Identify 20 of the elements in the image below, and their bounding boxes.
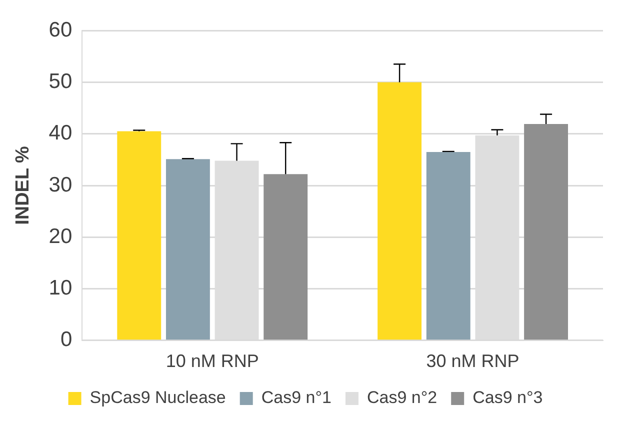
- bar: [117, 131, 162, 340]
- y-tick-label: 30: [48, 173, 72, 196]
- y-tick-label: 10: [48, 276, 72, 300]
- y-tick-label: 50: [48, 70, 72, 94]
- legend-label: Cas9 n°1: [261, 388, 332, 408]
- legend-label: SpCas9 Nuclease: [90, 388, 226, 408]
- legend-label: Cas9 n°3: [472, 388, 543, 408]
- x-tick-label: 10 nM RNP: [166, 351, 259, 372]
- bar: [378, 82, 422, 340]
- bar: [524, 124, 568, 340]
- y-tick-label: 40: [48, 122, 72, 145]
- legend-label: Cas9 n°2: [366, 388, 438, 408]
- bar: [166, 159, 210, 340]
- x-tick-label: 30 nM RNP: [426, 351, 520, 372]
- bar: [426, 152, 470, 340]
- y-tick-label: 0: [60, 328, 72, 352]
- bar: [264, 174, 308, 340]
- y-tick-label: 60: [48, 18, 72, 42]
- y-axis-title: INDEL %: [12, 146, 34, 225]
- y-tick-label: 20: [48, 224, 72, 248]
